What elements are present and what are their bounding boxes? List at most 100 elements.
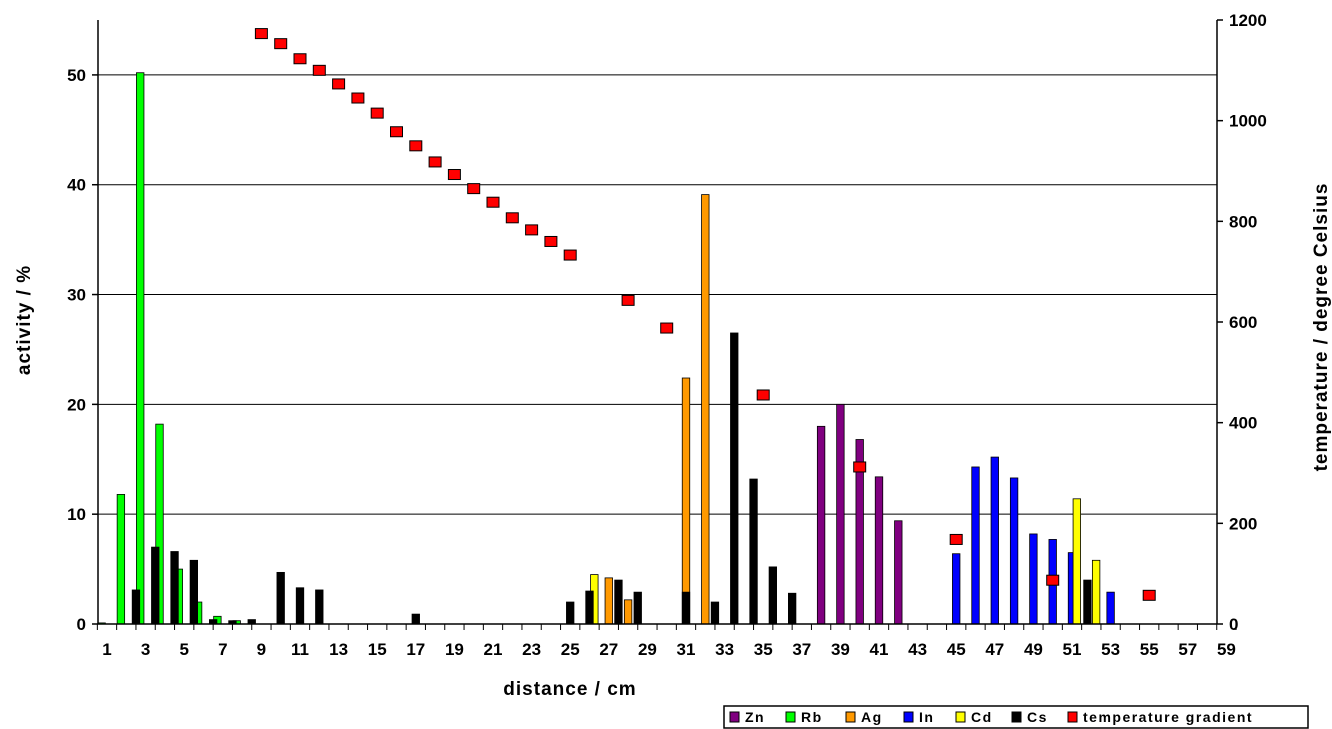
bar-zn [875, 477, 883, 624]
bar-ag [682, 378, 690, 624]
bar-zn [837, 404, 845, 624]
gridlines [98, 75, 1217, 514]
temperature-marker [1047, 575, 1059, 585]
temperature-marker [757, 390, 769, 400]
y2-axis-title: temperature / degree Celsius [1311, 183, 1332, 472]
legend-swatch [1068, 712, 1077, 722]
x-tick-label: 1 [102, 640, 111, 659]
bar-cd [1092, 560, 1100, 624]
temperature-marker [545, 236, 557, 246]
x-tick-label: 25 [561, 640, 580, 659]
bar-cd [1073, 499, 1081, 624]
y-tick-label: 10 [67, 505, 86, 524]
bar-in [972, 467, 980, 624]
temperature-marker [661, 323, 673, 333]
bar-cs [316, 590, 324, 624]
temperature-marker [487, 197, 499, 207]
bar-cs [711, 602, 719, 624]
bar-ag [702, 195, 710, 624]
temperature-marker [468, 184, 480, 194]
bar-in [1107, 592, 1115, 624]
x-tick-label: 33 [715, 640, 734, 659]
temperature-marker [1143, 590, 1155, 600]
x-tick-label: 37 [792, 640, 811, 659]
x-tick-label: 51 [1063, 640, 1082, 659]
x-tick-label: 13 [329, 640, 348, 659]
x-axis-title: distance / cm [503, 679, 636, 700]
y2-tick-label: 400 [1229, 414, 1257, 433]
x-tick-label: 9 [257, 640, 266, 659]
x-tick-label: 3 [141, 640, 150, 659]
y2-tick-label: 1200 [1229, 11, 1267, 30]
bar-cs [750, 479, 758, 624]
temperature-marker [255, 29, 267, 39]
y-tick-label: 50 [67, 66, 86, 85]
y2-tick-label: 0 [1229, 615, 1238, 634]
bar-cs [682, 592, 690, 624]
bar-cs [634, 592, 642, 624]
x-tick-label: 29 [638, 640, 657, 659]
x-tick-label: 47 [985, 640, 1004, 659]
y2-tick-label: 800 [1229, 212, 1257, 231]
bar-cs [1084, 580, 1092, 624]
legend-swatch [1012, 712, 1021, 722]
x-tick-label: 49 [1024, 640, 1043, 659]
legend-label: Rb [801, 709, 823, 725]
x-tick-label: 59 [1217, 640, 1236, 659]
bar-cs [277, 572, 285, 624]
y2-tick-label: 200 [1229, 514, 1257, 533]
x-tick-label: 39 [831, 640, 850, 659]
bar-rb [136, 73, 144, 624]
x-tick-label: 53 [1101, 640, 1120, 659]
bar-cs [132, 590, 140, 624]
legend-label: Cs [1027, 709, 1048, 725]
bar-in [952, 554, 960, 624]
legend-label: Ag [861, 709, 883, 725]
bar-zn [817, 426, 825, 624]
bar-cs [190, 560, 198, 624]
bar-ag [605, 578, 613, 624]
temperature-marker [294, 54, 306, 64]
legend-swatch [904, 712, 913, 722]
legend-swatch [730, 712, 739, 722]
temperature-marker [622, 295, 634, 305]
legend-label: In [919, 709, 934, 725]
x-tick-label: 7 [218, 640, 227, 659]
temperature-marker [506, 213, 518, 223]
x-tick-label: 19 [445, 640, 464, 659]
bar-rb [117, 494, 125, 624]
x-tick-label: 43 [908, 640, 927, 659]
y2-tick-label: 1000 [1229, 112, 1267, 131]
legend-label: Cd [971, 709, 993, 725]
temperature-marker [275, 39, 287, 49]
temperature-marker [564, 250, 576, 260]
x-tick-label: 57 [1178, 640, 1197, 659]
x-tick-label: 35 [754, 640, 773, 659]
temperature-marker [950, 534, 962, 544]
temperature-marker [429, 157, 441, 167]
y-tick-label: 30 [67, 286, 86, 305]
bar-cs [731, 333, 739, 624]
x-tick-label: 23 [522, 640, 541, 659]
legend: Zn Rb Ag In Cd Cs temperature gradient [724, 706, 1308, 728]
bar-zn [895, 521, 903, 624]
legend-label: Zn [745, 709, 765, 725]
bar-cs [586, 591, 594, 624]
x-tick-label: 11 [291, 640, 309, 659]
legend-swatch [956, 712, 965, 722]
bar-cs [566, 602, 574, 624]
temperature-marker [854, 462, 866, 472]
x-tick-label: 41 [870, 640, 889, 659]
temperature-marker [313, 65, 325, 75]
x-tick-label: 15 [368, 640, 387, 659]
bar-in [991, 457, 999, 624]
temperature-marker [410, 141, 422, 151]
y2-tick-label: 600 [1229, 313, 1257, 332]
x-tick-label: 17 [406, 640, 425, 659]
bar-in [1010, 478, 1018, 624]
legend-swatch [786, 712, 795, 722]
temperature-marker [391, 127, 403, 137]
x-tick-label: 31 [677, 640, 696, 659]
temperature-marker [448, 170, 460, 180]
